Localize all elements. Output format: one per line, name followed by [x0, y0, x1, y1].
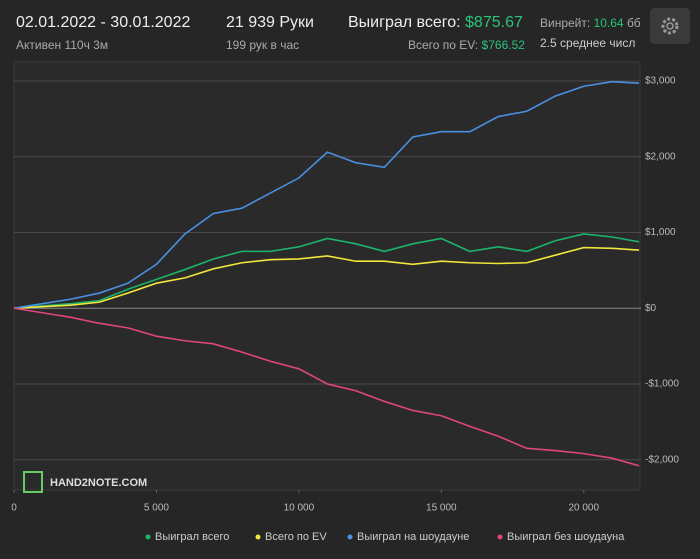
ev-label: Всего по EV:: [408, 38, 479, 52]
legend-item: Всего по EV: [255, 531, 327, 543]
won-label: Выиграл всего:: [348, 14, 461, 31]
rate: 199 рук в час: [226, 38, 300, 52]
winrate-value: 10.64: [593, 16, 624, 30]
x-tick-label: 0: [11, 503, 17, 514]
ev-value: $766.52: [481, 38, 525, 52]
legend-item: Выиграл всего: [145, 531, 229, 543]
legend-item: Выиграл на шоудауне: [347, 531, 469, 543]
legend-swatch: [347, 534, 353, 540]
y-tick-label: -$2,000: [645, 454, 679, 465]
avg: 2.5 среднее числ: [540, 36, 636, 50]
winrate-unit: бб: [626, 16, 641, 30]
legend-swatch: [497, 534, 503, 540]
winrate-label: Винрейт:: [540, 16, 591, 30]
x-tick-label: 5 000: [144, 503, 169, 514]
y-tick-label: $2,000: [645, 151, 676, 162]
series-line: [13, 246, 640, 309]
legend-label: Всего по EV: [265, 531, 327, 543]
x-tick-label: 15 000: [426, 503, 457, 514]
logo: HAND2NOTE.COM: [23, 471, 147, 493]
plot-area: [13, 61, 641, 491]
x-tick-label: 10 000: [284, 503, 315, 514]
legend-swatch: [255, 534, 261, 540]
dates: 02.01.2022 - 30.01.2022: [16, 14, 191, 31]
y-tick-label: $1,000: [645, 227, 676, 238]
legend-label: Выиграл на шоудауне: [357, 531, 469, 543]
active: Активен 110ч 3м: [16, 38, 109, 52]
y-tick-label: $3,000: [645, 76, 676, 87]
y-tick-label: -$1,000: [645, 379, 679, 390]
y-tick-label: $0: [645, 303, 657, 314]
series-line: [13, 233, 640, 309]
series-line: [13, 80, 640, 309]
x-tick-label: 20 000: [568, 503, 599, 514]
series-line: [13, 307, 640, 467]
settings-button[interactable]: [650, 8, 690, 44]
logo-text: HAND2NOTE.COM: [50, 477, 147, 489]
legend-swatch: [145, 534, 151, 540]
legend-label: Выиграл всего: [155, 531, 229, 543]
legend-item: Выиграл без шоудауна: [497, 531, 625, 543]
hands: 21 939 Руки: [226, 14, 314, 31]
gear-icon: [661, 17, 679, 35]
won-value: $875.67: [465, 14, 523, 31]
legend-label: Выиграл без шоудауна: [507, 531, 625, 543]
